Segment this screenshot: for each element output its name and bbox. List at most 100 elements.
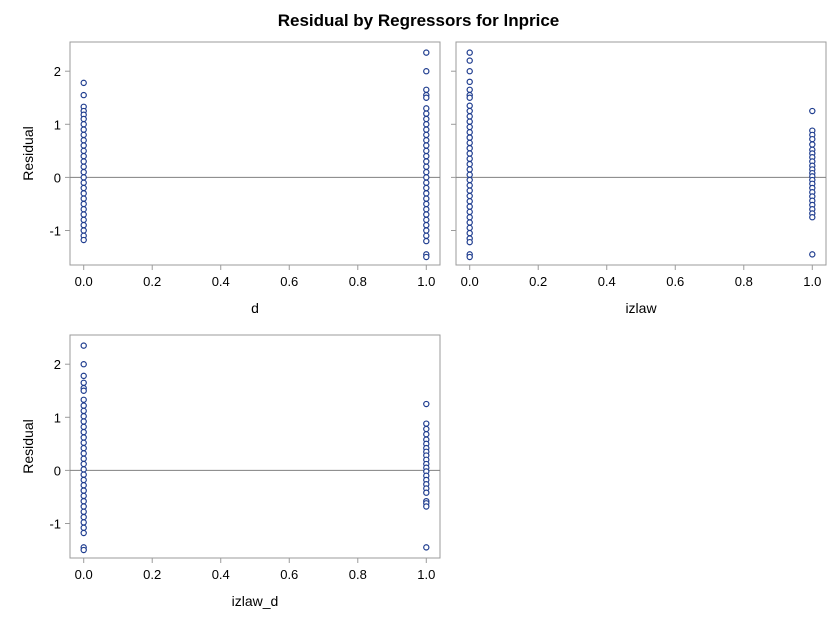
data-point: [80, 519, 87, 526]
x-tick-label: 1.0: [417, 567, 435, 582]
data-point: [80, 546, 87, 554]
data-point: [80, 184, 87, 192]
data-point: [80, 418, 87, 425]
data-point: [423, 152, 430, 160]
y-tick-label: 1: [54, 117, 61, 132]
data-point: [80, 158, 87, 165]
data-point: [80, 379, 87, 386]
data-point: [423, 184, 430, 192]
data-point: [80, 121, 87, 128]
data-point: [466, 176, 473, 184]
plot-frame: [69, 41, 441, 266]
data-point: [80, 455, 87, 462]
data-point: [80, 387, 87, 394]
data-point: [466, 214, 473, 221]
data-point: [423, 131, 430, 139]
x-tick-label: 1.0: [803, 274, 821, 289]
data-point: [80, 487, 87, 494]
data-point: [423, 174, 430, 181]
data-point: [466, 57, 473, 64]
y-axis-label: Residual: [20, 126, 36, 180]
data-point: [80, 126, 87, 133]
plot-frame: [69, 334, 441, 559]
data-point: [466, 150, 473, 157]
data-point: [423, 425, 430, 433]
data-point: [80, 476, 87, 484]
data-point: [80, 115, 87, 123]
figure-title: Residual by Regressors for lnprice: [277, 11, 560, 30]
data-point: [80, 482, 87, 489]
data-point: [466, 129, 473, 136]
y-tick-label: 0: [54, 170, 61, 185]
data-point: [80, 342, 87, 349]
data-point: [80, 79, 87, 87]
data-point: [423, 503, 430, 510]
data-point: [80, 221, 87, 229]
x-tick-label: 0.6: [280, 274, 298, 289]
x-tick-label: 0.4: [598, 274, 616, 289]
data-point: [80, 168, 87, 176]
data-point: [466, 166, 473, 173]
data-point: [80, 492, 87, 500]
data-point: [80, 413, 87, 420]
data-point: [423, 68, 430, 75]
data-point: [80, 142, 87, 149]
data-point: [466, 102, 473, 109]
x-tick-label: 0.4: [212, 567, 230, 582]
data-point: [423, 142, 430, 149]
data-point: [80, 407, 87, 415]
data-point: [466, 208, 473, 216]
data-point: [423, 126, 430, 133]
data-point: [80, 402, 87, 409]
data-point: [80, 372, 87, 380]
data-point: [466, 160, 473, 168]
x-tick-label: 0.8: [349, 274, 367, 289]
data-point: [423, 253, 430, 261]
data-point: [466, 107, 473, 115]
data-point: [466, 224, 473, 232]
data-point: [423, 190, 430, 197]
data-point: [80, 195, 87, 202]
data-point: [423, 147, 430, 155]
data-point: [466, 49, 473, 56]
x-tick-label: 0.8: [735, 274, 753, 289]
data-point: [423, 121, 430, 128]
x-tick-label: 0.0: [461, 274, 479, 289]
data-point: [466, 94, 473, 101]
y-tick-label: -1: [49, 516, 61, 531]
data-point: [466, 118, 473, 125]
x-axis-label: izlaw: [625, 300, 657, 316]
data-point: [466, 182, 473, 189]
data-point: [80, 211, 87, 218]
data-point: [466, 203, 473, 210]
data-point: [423, 227, 430, 234]
data-point: [80, 131, 87, 139]
data-point: [466, 238, 473, 246]
x-tick-label: 0.4: [212, 274, 230, 289]
data-point: [423, 49, 430, 56]
data-point: [423, 163, 430, 170]
data-point: [423, 237, 430, 245]
y-axis-label: Residual: [20, 419, 36, 473]
data-point: [809, 214, 816, 221]
x-axis-label: izlaw_d: [232, 593, 279, 609]
data-point: [80, 423, 87, 431]
data-point: [423, 211, 430, 218]
x-tick-label: 0.2: [529, 274, 547, 289]
x-tick-label: 0.6: [666, 274, 684, 289]
data-point: [80, 152, 87, 160]
data-point: [809, 135, 816, 143]
data-point: [80, 361, 87, 368]
data-point: [466, 198, 473, 205]
data-point: [80, 466, 87, 473]
data-point: [80, 206, 87, 213]
data-point: [423, 420, 430, 427]
data-point: [466, 134, 473, 141]
data-point: [80, 137, 87, 144]
x-axis-label: d: [251, 300, 259, 316]
x-tick-label: 0.8: [349, 567, 367, 582]
data-point: [466, 171, 473, 178]
data-point: [809, 107, 816, 115]
